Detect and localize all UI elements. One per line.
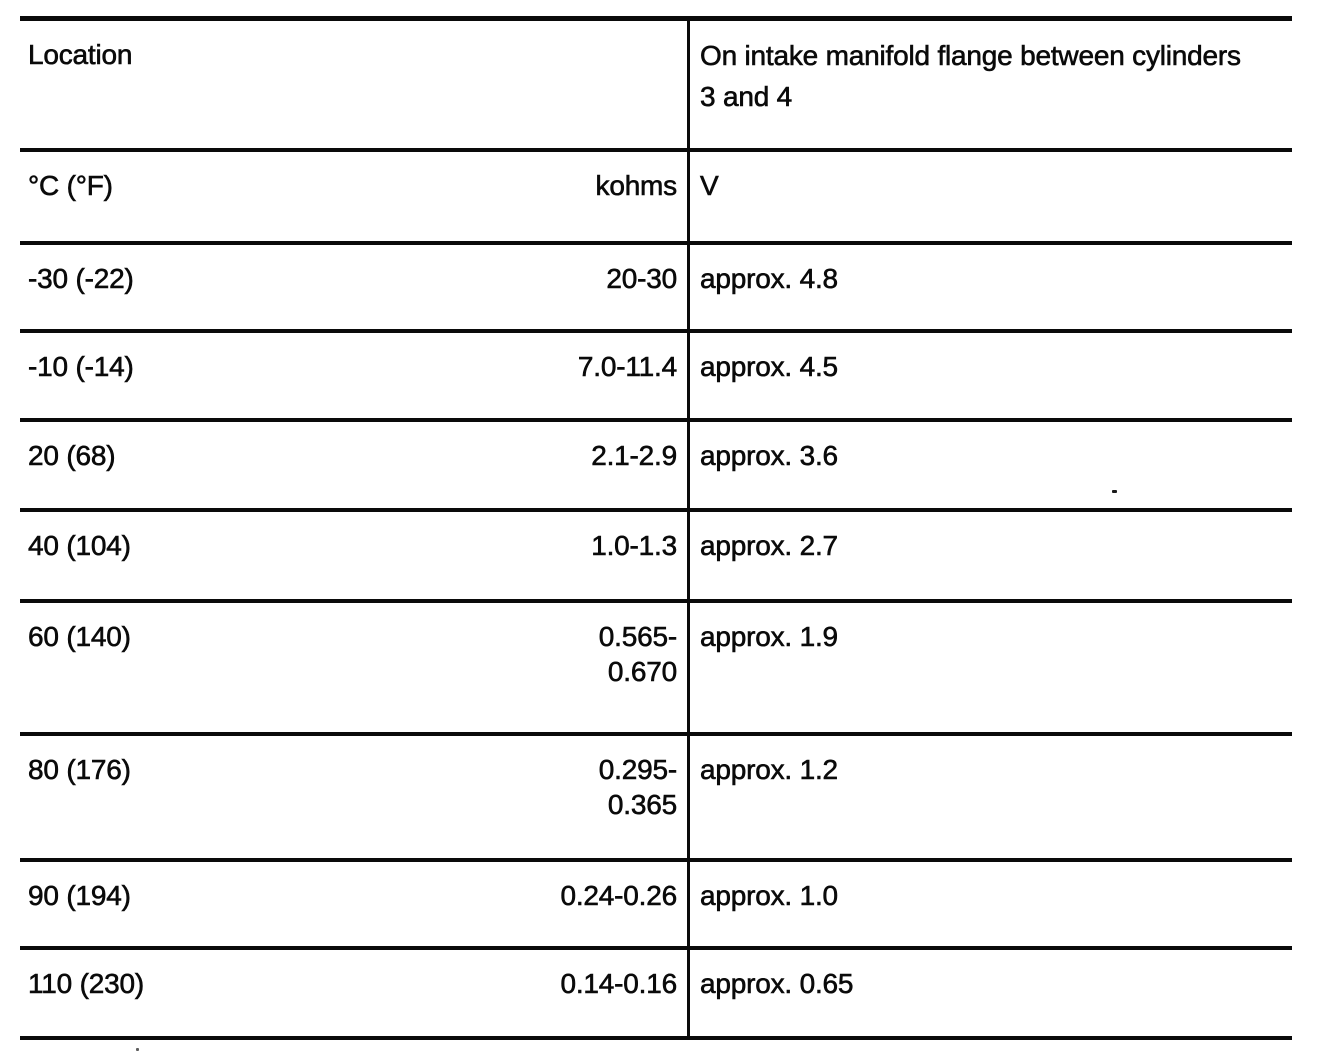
- scan-speck: [136, 1048, 139, 1051]
- table-row-voltage: approx. 1.2: [687, 732, 1292, 858]
- table-row-temp-resistance: 20 (68) 2.1-2.9: [20, 418, 687, 508]
- voltage-value: approx. 4.5: [700, 351, 839, 383]
- table-row-temp-resistance: -30 (-22) 20-30: [20, 241, 687, 329]
- table-row-voltage: approx. 2.7: [687, 508, 1292, 599]
- voltage-unit-cell: V: [687, 148, 1292, 241]
- temp-value: -10 (-14): [28, 351, 134, 383]
- temp-value: 20 (68): [28, 440, 116, 472]
- voltage-value: approx. 1.9: [700, 621, 839, 653]
- location-value: On intake manifold flange between cylind…: [700, 40, 1242, 113]
- table-row-temp-resistance: 80 (176) 0.295- 0.365: [20, 732, 687, 858]
- table-row-voltage: approx. 1.9: [687, 599, 1292, 732]
- table-row-voltage: approx. 3.6: [687, 418, 1292, 508]
- temp-value: 90 (194): [28, 880, 132, 912]
- resistance-value: 1.0-1.3: [591, 530, 678, 562]
- resistance-value: 2.1-2.9: [591, 440, 678, 472]
- location-label: Location: [28, 39, 133, 71]
- temp-value: 80 (176): [28, 754, 132, 786]
- resistance-value: 0.14-0.16: [560, 968, 677, 1000]
- voltage-value: approx. 0.65: [700, 968, 854, 1000]
- voltage-value: approx. 2.7: [700, 530, 839, 562]
- table-row-voltage: approx. 0.65: [687, 946, 1292, 1036]
- resistance-value: 0.565- 0.670: [598, 621, 677, 688]
- voltage-value: approx. 4.8: [700, 263, 839, 295]
- location-value-cell: On intake manifold flange between cylind…: [687, 21, 1292, 148]
- table-row-voltage: approx. 4.8: [687, 241, 1292, 329]
- voltage-value: approx. 1.2: [700, 754, 839, 786]
- table-row-voltage: approx. 4.5: [687, 329, 1292, 418]
- temp-value: 40 (104): [28, 530, 132, 562]
- table-row-temp-resistance: -10 (-14) 7.0-11.4: [20, 329, 687, 418]
- units-header-cell: °C (°F) kohms: [20, 148, 687, 241]
- resistance-value: 20-30: [606, 263, 677, 295]
- resistance-value: 7.0-11.4: [577, 351, 678, 383]
- temp-value: -30 (-22): [28, 263, 134, 295]
- table-row-temp-resistance: 110 (230) 0.14-0.16: [20, 946, 687, 1036]
- sensor-spec-table: Location On intake manifold flange betwe…: [20, 16, 1292, 1040]
- resistance-value: 0.295- 0.365: [598, 754, 677, 821]
- temp-value: 60 (140): [28, 621, 132, 653]
- voltage-unit-label: V: [700, 170, 719, 202]
- temp-unit-label: °C (°F): [28, 170, 114, 202]
- temp-value: 110 (230): [28, 968, 145, 1000]
- table-row-temp-resistance: 90 (194) 0.24-0.26: [20, 858, 687, 946]
- table-row-temp-resistance: 40 (104) 1.0-1.3: [20, 508, 687, 599]
- table-row-temp-resistance: 60 (140) 0.565- 0.670: [20, 599, 687, 732]
- location-label-cell: Location: [20, 21, 687, 148]
- voltage-value: approx. 3.6: [700, 440, 839, 472]
- voltage-value: approx. 1.0: [700, 880, 839, 912]
- table-row-voltage: approx. 1.0: [687, 858, 1292, 946]
- resistance-unit-label: kohms: [595, 170, 677, 202]
- scan-speck: [1112, 490, 1117, 493]
- resistance-value: 0.24-0.26: [560, 880, 677, 912]
